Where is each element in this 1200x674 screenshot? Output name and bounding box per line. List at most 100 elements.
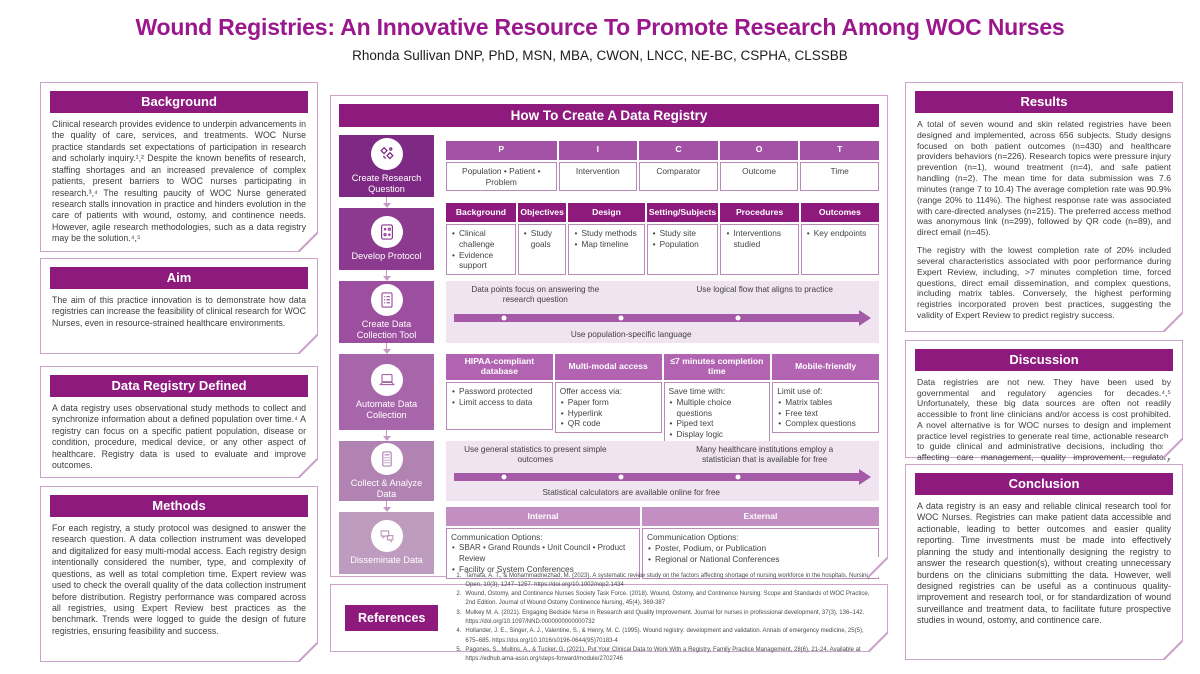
- protocol-item: Map timeline: [573, 239, 639, 250]
- right-arrow-icon: [454, 469, 871, 486]
- disseminate-item: Poster, Podium, or Publication: [647, 543, 874, 554]
- step-collect-analyze-data: Collect & Analyze Data: [339, 441, 434, 501]
- picot-col-o: O Outcome: [719, 140, 799, 192]
- picot-header: C: [639, 140, 718, 160]
- methods-card: Methods For each registry, a study proto…: [40, 486, 318, 662]
- step-develop-protocol: Develop Protocol: [339, 208, 434, 270]
- step-row-collect-analyze-data: Collect & Analyze Data Use general stati…: [339, 441, 879, 501]
- flow-label: Statistical calculators are available on…: [542, 488, 720, 498]
- picot-cell: Time: [800, 161, 879, 192]
- protocol-col-outcomes: Outcomes Key endpoints: [800, 202, 879, 276]
- automate-col-multimodal: Multi-modal access Offer access via: Pap…: [554, 354, 662, 434]
- milestone-dot: [735, 474, 741, 480]
- automate-item: Matrix tables: [777, 397, 874, 408]
- step-label: Collect & Analyze Data: [350, 477, 423, 499]
- protocol-header: Background: [446, 202, 516, 222]
- flow-label: Data points focus on answering the resea…: [471, 285, 600, 304]
- protocol-item: Interventions studied: [725, 228, 793, 250]
- puzzle-icon: [370, 137, 403, 170]
- automate-item: Free text: [777, 408, 874, 419]
- picot-cell: Intervention: [558, 161, 638, 192]
- automate-header: HIPAA-compliant database: [446, 354, 553, 380]
- methods-text: For each registry, a study protocol was …: [52, 523, 306, 636]
- results-heading: Results: [915, 91, 1173, 113]
- flow-label: Many healthcare institutions employ a st…: [696, 445, 834, 464]
- picot-col-c: C Comparator: [639, 140, 718, 192]
- step-row-create-research-question: Create Research Question P Population • …: [339, 135, 879, 197]
- protocol-item: Study methods: [573, 228, 639, 239]
- discussion-card: Discussion Data registries are not new. …: [905, 340, 1183, 473]
- automate-header: Multi-modal access: [554, 354, 662, 380]
- automate-header: Mobile-friendly: [772, 354, 879, 380]
- automate-col-completion-time: ≤7 minutes completion time Save time wit…: [663, 354, 771, 445]
- step-row-automate-data-collection: Automate Data Collection HIPAA-compliant…: [339, 354, 879, 445]
- references-card: References 1. Tamata, A. T., & Mohammadn…: [330, 573, 888, 662]
- discussion-heading: Discussion: [915, 349, 1173, 371]
- automate-col-hipaa: HIPAA-compliant database Password protec…: [446, 354, 553, 430]
- protocol-col-objectives: Objectives Study goals: [517, 202, 567, 276]
- step-row-create-data-collection-tool: Create Data Collection Tool Data points …: [339, 281, 879, 343]
- protocol-header: Setting/Subjects: [646, 202, 719, 222]
- automate-intro: Limit use of:: [777, 386, 823, 396]
- automate-intro: Save time with:: [668, 386, 726, 396]
- disseminate-table: Internal Communication Options: SBAR • G…: [446, 507, 879, 579]
- step-create-research-question: Create Research Question: [339, 135, 434, 197]
- down-arrow-icon: [383, 197, 391, 208]
- milestone-dot: [618, 474, 624, 480]
- reference-item: 3. Mulkey M. A. (2021). Engaging Bedside…: [456, 609, 865, 625]
- step-disseminate-data: Disseminate Data: [339, 512, 434, 574]
- how-to-panel: How To Create A Data Registry Create Res…: [330, 95, 888, 579]
- picot-col-i: I Intervention: [558, 140, 638, 192]
- flow-label: Use logical flow that aligns to practice: [696, 285, 833, 294]
- down-arrow-icon: [383, 501, 391, 512]
- picot-cell: Outcome: [719, 161, 799, 192]
- step-create-data-collection-tool: Create Data Collection Tool: [339, 281, 434, 343]
- background-card: Background Clinical research provides ev…: [40, 82, 318, 252]
- protocol-header: Procedures: [720, 202, 799, 222]
- protocol-header: Design: [568, 202, 645, 222]
- analyze-flow: Use general statistics to present simple…: [446, 441, 879, 501]
- protocol-header: Objectives: [517, 202, 567, 222]
- aim-card: Aim The aim of this practice innovation …: [40, 258, 318, 354]
- right-arrow-icon: [454, 310, 871, 327]
- automate-item: Display logic: [669, 429, 766, 440]
- automate-item: Password protected: [451, 386, 548, 397]
- author-line: Rhonda Sullivan DNP, PhD, MSN, MBA, CWON…: [352, 48, 848, 63]
- reference-item: 4. Hollander, J. E., Singer, A. J., Vale…: [456, 628, 864, 644]
- registry-defined-card: Data Registry Defined A data registry us…: [40, 366, 318, 478]
- collection-tool-flow: Data points focus on answering the resea…: [446, 281, 879, 343]
- protocol-item: Population: [652, 239, 714, 250]
- disseminate-intro: Communication Options:: [451, 532, 543, 543]
- automate-col-mobile: Mobile-friendly Limit use of: Matrix tab…: [772, 354, 879, 434]
- background-heading: Background: [50, 91, 308, 113]
- reference-item: 1. Tamata, A. T., & Mohammadnezhad, M. (…: [456, 572, 870, 588]
- results-card: Results A total of seven wound and skin …: [905, 82, 1183, 332]
- automate-table: HIPAA-compliant database Password protec…: [446, 354, 879, 445]
- aim-text: The aim of this practice innovation is t…: [52, 295, 306, 328]
- flow-label: Use general statistics to present simple…: [464, 445, 607, 464]
- discussion-text: Data registries are not new. They have b…: [917, 377, 1171, 473]
- protocol-col-design: Design Study methods Map timeline: [568, 202, 645, 276]
- step-automate-data-collection: Automate Data Collection: [339, 354, 434, 430]
- strategy-icon: [370, 216, 403, 249]
- protocol-col-background: Background Clinical challenge Evidence s…: [446, 202, 516, 276]
- step-label: Develop Protocol: [351, 251, 422, 262]
- disseminate-intro: Communication Options:: [646, 532, 739, 543]
- step-label: Automate Data Collection: [355, 398, 418, 420]
- disseminate-col-external: External Communication Options: Poster, …: [641, 507, 879, 579]
- laptop-icon: [370, 363, 403, 396]
- page-title: Wound Registries: An Innovative Resource…: [135, 14, 1065, 40]
- reference-item: 5. Pagones, S., Mullins, A., & Tucker, G…: [456, 646, 861, 663]
- automate-intro: Offer access via:: [559, 386, 622, 396]
- step-label: Create Research Question: [351, 172, 422, 194]
- results-text: A total of seven wound and skin related …: [917, 119, 1171, 321]
- automate-item: Paper form: [560, 397, 657, 408]
- disseminate-header: External: [641, 507, 879, 527]
- protocol-item: Evidence support: [451, 250, 511, 272]
- conclusion-heading: Conclusion: [915, 473, 1173, 495]
- registry-defined-heading: Data Registry Defined: [50, 375, 308, 397]
- protocol-col-procedures: Procedures Interventions studied: [720, 202, 799, 276]
- protocol-item: Clinical challenge: [451, 228, 511, 250]
- down-arrow-icon: [383, 430, 391, 441]
- picot-col-p: P Population • Patient • Problem: [446, 140, 557, 192]
